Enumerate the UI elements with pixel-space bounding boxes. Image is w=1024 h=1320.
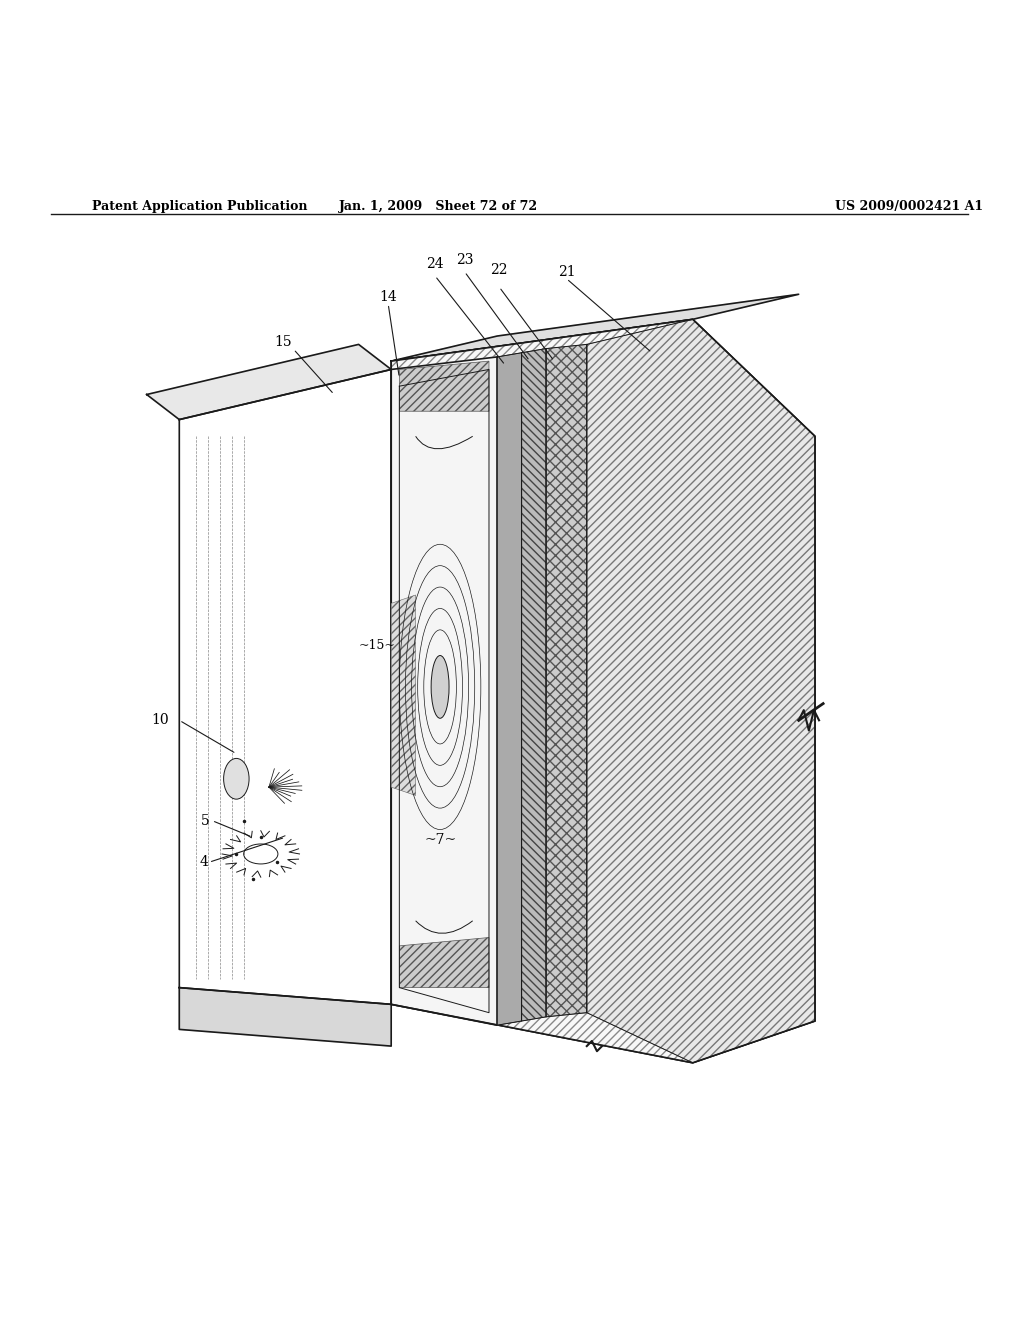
Polygon shape <box>179 370 391 1005</box>
Polygon shape <box>391 595 416 796</box>
Polygon shape <box>521 348 546 1022</box>
Ellipse shape <box>223 759 249 799</box>
Polygon shape <box>179 987 391 1045</box>
Text: 5: 5 <box>201 813 209 828</box>
Polygon shape <box>497 352 521 1026</box>
Polygon shape <box>391 319 815 1063</box>
Text: Jan. 1, 2009   Sheet 72 of 72: Jan. 1, 2009 Sheet 72 of 72 <box>339 199 538 213</box>
Polygon shape <box>399 937 489 987</box>
Text: Patent Application Publication: Patent Application Publication <box>92 199 307 213</box>
Polygon shape <box>391 294 799 362</box>
Polygon shape <box>391 319 815 1063</box>
Text: 23: 23 <box>456 252 473 267</box>
Text: 14: 14 <box>379 289 397 304</box>
Text: 10: 10 <box>152 713 169 727</box>
Text: ~15~: ~15~ <box>358 639 395 652</box>
Text: US 2009/0002421 A1: US 2009/0002421 A1 <box>836 199 983 213</box>
Polygon shape <box>546 345 587 1016</box>
Polygon shape <box>146 345 391 420</box>
Polygon shape <box>399 362 489 412</box>
Ellipse shape <box>431 656 450 718</box>
Text: 22: 22 <box>490 263 508 277</box>
Text: 4: 4 <box>200 855 208 870</box>
Polygon shape <box>391 356 497 1026</box>
Text: 15: 15 <box>274 335 292 348</box>
Text: 21: 21 <box>558 264 575 279</box>
Text: ~7~: ~7~ <box>424 833 456 847</box>
Text: 24: 24 <box>426 257 443 271</box>
Text: FIG. 99: FIG. 99 <box>660 814 807 851</box>
Polygon shape <box>587 319 815 1063</box>
